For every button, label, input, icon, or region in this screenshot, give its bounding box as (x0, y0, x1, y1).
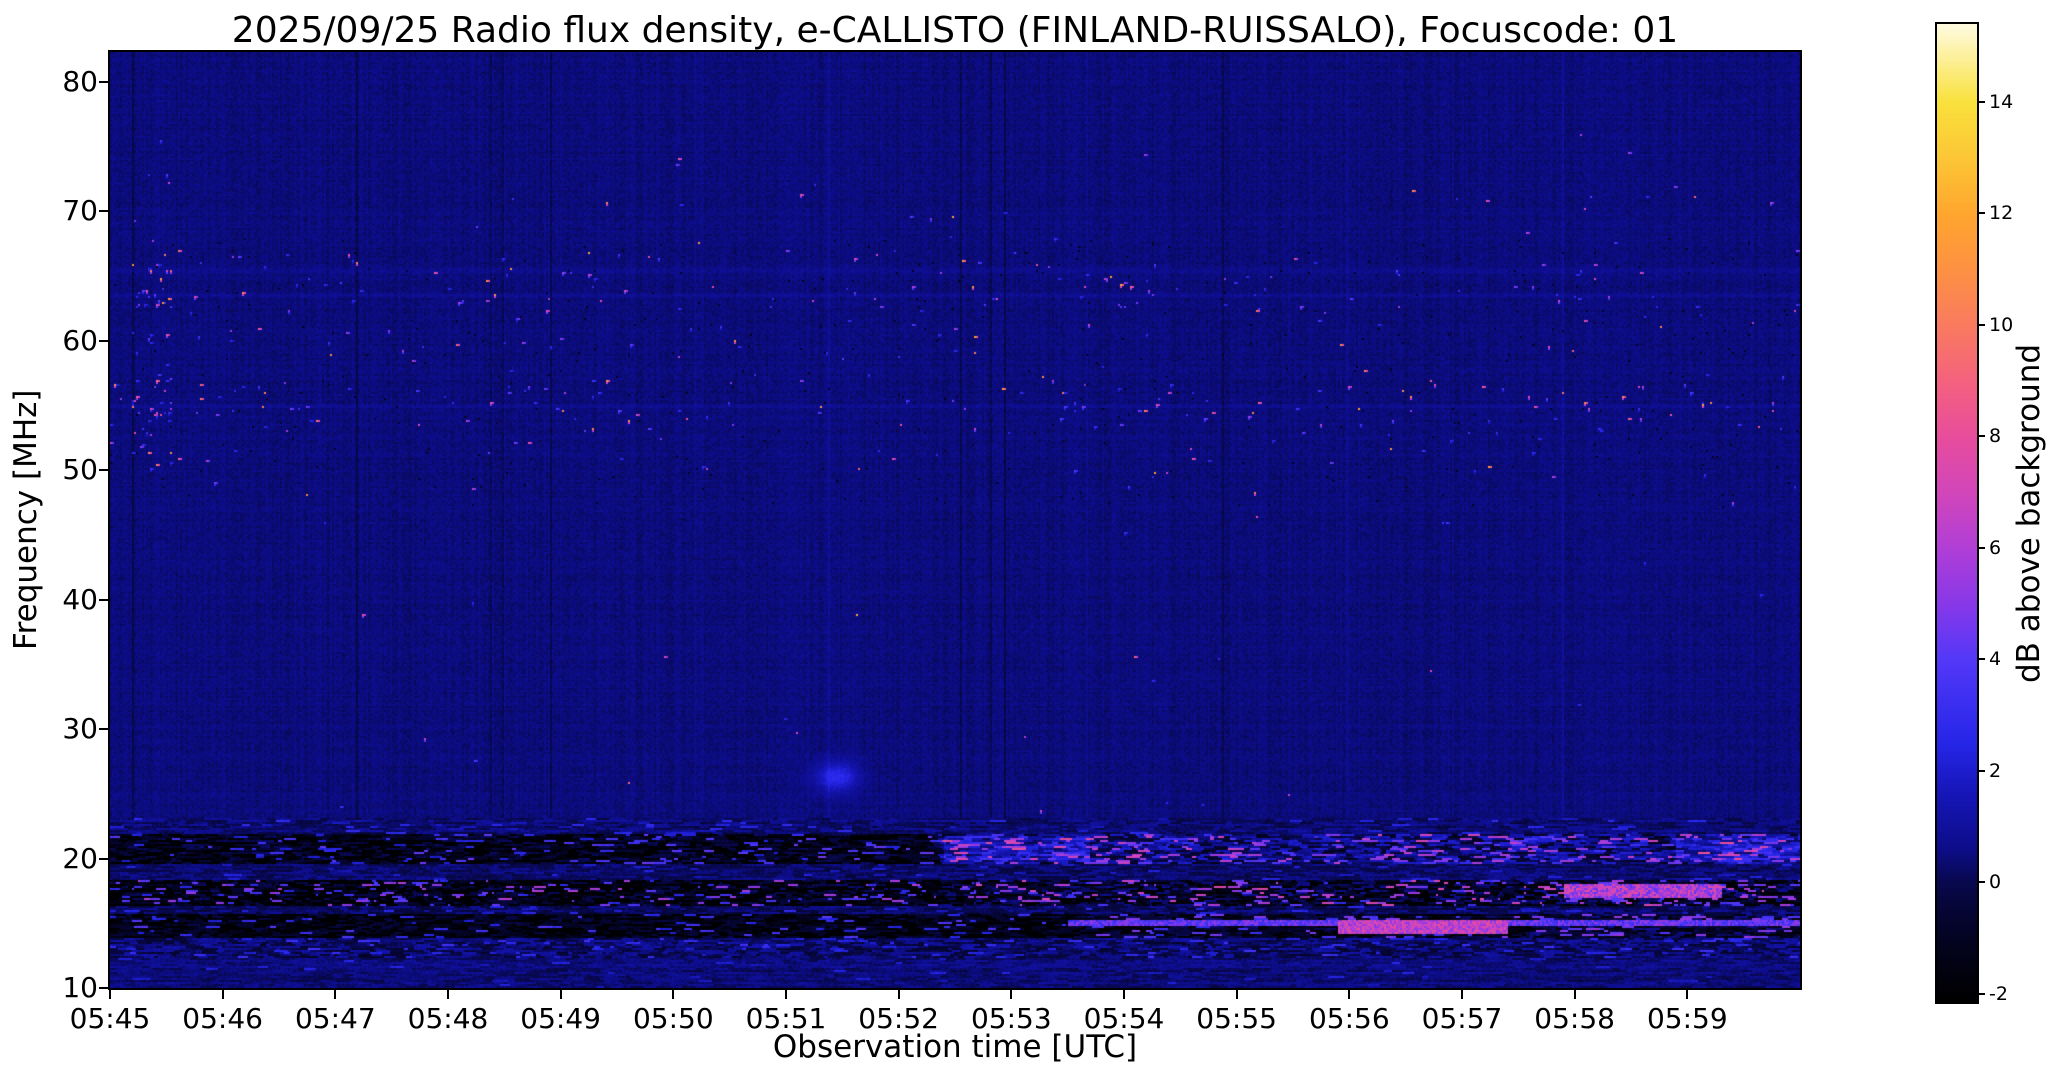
x-tick-mark (1235, 990, 1238, 999)
y-tick-label: 30 (62, 712, 98, 746)
x-tick-label: 05:58 (1534, 1002, 1615, 1035)
x-tick-mark (1573, 990, 1576, 999)
x-tick-mark (1123, 990, 1125, 999)
chart-title: 2025/09/25 Radio flux density, e-CALLIST… (231, 10, 1679, 51)
colorbar-tick-mark (1977, 212, 1985, 215)
colorbar-tick-mark (1977, 323, 1985, 326)
x-tick-label: 05:59 (1646, 1002, 1728, 1035)
y-tick-label: 80 (62, 64, 98, 98)
y-tick-mark (99, 987, 108, 989)
x-tick-mark (334, 990, 337, 999)
colorbar-tick-label: 8 (1989, 425, 2002, 448)
x-tick-mark (1461, 990, 1463, 999)
colorbar-tick-label: -2 (1989, 982, 2008, 1005)
x-tick-label: 05:56 (1308, 1002, 1390, 1035)
y-tick-mark (99, 469, 108, 472)
x-tick-label: 05:46 (182, 1002, 263, 1035)
colorbar-tick-mark (1977, 546, 1985, 549)
y-tick-label: 40 (62, 582, 98, 616)
x-tick-label: 05:50 (632, 1002, 714, 1035)
y-tick-mark (99, 728, 108, 731)
x-tick-mark (1348, 990, 1351, 999)
y-tick-mark (99, 339, 108, 342)
colorbar-tick-mark (1977, 881, 1985, 884)
y-tick-label: 70 (62, 194, 98, 228)
spectrogram-canvas (110, 52, 1800, 988)
x-tick-mark (785, 990, 787, 999)
x-tick-label: 05:51 (745, 1002, 827, 1035)
x-tick-label: 05:48 (407, 1002, 489, 1035)
x-tick-mark (1686, 990, 1689, 999)
colorbar-border (1935, 22, 1979, 1004)
x-tick-mark (897, 990, 900, 999)
colorbar-tick-label: 14 (1989, 91, 2014, 114)
colorbar-tick-label: 12 (1989, 202, 2014, 225)
colorbar-label: dB above background (2011, 343, 2047, 683)
x-tick-mark (559, 990, 562, 999)
colorbar-tick-label: 4 (1989, 648, 2002, 671)
y-tick-label: 60 (62, 323, 98, 357)
y-tick-mark (99, 857, 108, 860)
colorbar-tick-label: 10 (1989, 313, 2014, 336)
x-tick-label: 05:52 (858, 1002, 939, 1035)
x-axis-label: Observation time [UTC] (772, 1029, 1138, 1065)
colorbar-tick-mark (1977, 101, 1985, 104)
colorbar-tick-mark (1977, 992, 1985, 995)
y-tick-mark (99, 598, 108, 601)
x-tick-label: 05:53 (970, 1002, 1052, 1035)
x-tick-label: 05:57 (1421, 1002, 1503, 1035)
x-tick-label: 05:54 (1083, 1002, 1165, 1035)
colorbar-tick-mark (1977, 658, 1985, 661)
y-tick-mark (99, 80, 108, 83)
x-tick-mark (1010, 990, 1013, 999)
x-tick-label: 05:55 (1196, 1002, 1277, 1035)
x-tick-mark (447, 990, 449, 999)
x-tick-label: 05:47 (294, 1002, 376, 1035)
x-tick-mark (221, 990, 224, 999)
plot-border (108, 50, 1802, 990)
y-tick-label: 50 (62, 453, 98, 487)
colorbar-tick-label: 0 (1989, 871, 2002, 894)
colorbar-tick-label: 6 (1989, 536, 2002, 559)
colorbar (1937, 24, 1977, 1002)
colorbar-tick-mark (1977, 435, 1985, 438)
y-tick-label: 10 (62, 971, 98, 1004)
x-tick-label: 05:45 (69, 1002, 151, 1035)
x-tick-mark (672, 990, 675, 999)
x-tick-label: 05:49 (520, 1002, 601, 1035)
x-tick-mark (109, 990, 111, 999)
colorbar-tick-mark (1977, 769, 1985, 772)
y-tick-mark (99, 210, 108, 213)
colorbar-tick-label: 2 (1989, 759, 2002, 782)
y-tick-label: 20 (62, 841, 98, 875)
